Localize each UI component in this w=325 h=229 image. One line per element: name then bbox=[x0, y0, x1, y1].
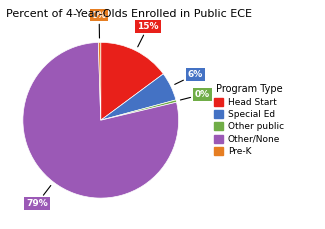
Wedge shape bbox=[101, 74, 176, 120]
Legend: Head Start, Special Ed, Other public, Other/None, Pre-K: Head Start, Special Ed, Other public, Ot… bbox=[212, 83, 286, 158]
Wedge shape bbox=[98, 42, 101, 120]
Text: 0%: 0% bbox=[92, 11, 107, 38]
Text: Percent of 4-Year-Olds Enrolled in Public ECE: Percent of 4-Year-Olds Enrolled in Publi… bbox=[6, 9, 253, 19]
Text: 15%: 15% bbox=[137, 22, 159, 47]
Text: 6%: 6% bbox=[175, 70, 203, 85]
Wedge shape bbox=[101, 42, 163, 120]
Text: 79%: 79% bbox=[26, 185, 51, 208]
Text: 0%: 0% bbox=[180, 90, 210, 100]
Wedge shape bbox=[101, 100, 176, 120]
Wedge shape bbox=[23, 42, 179, 198]
